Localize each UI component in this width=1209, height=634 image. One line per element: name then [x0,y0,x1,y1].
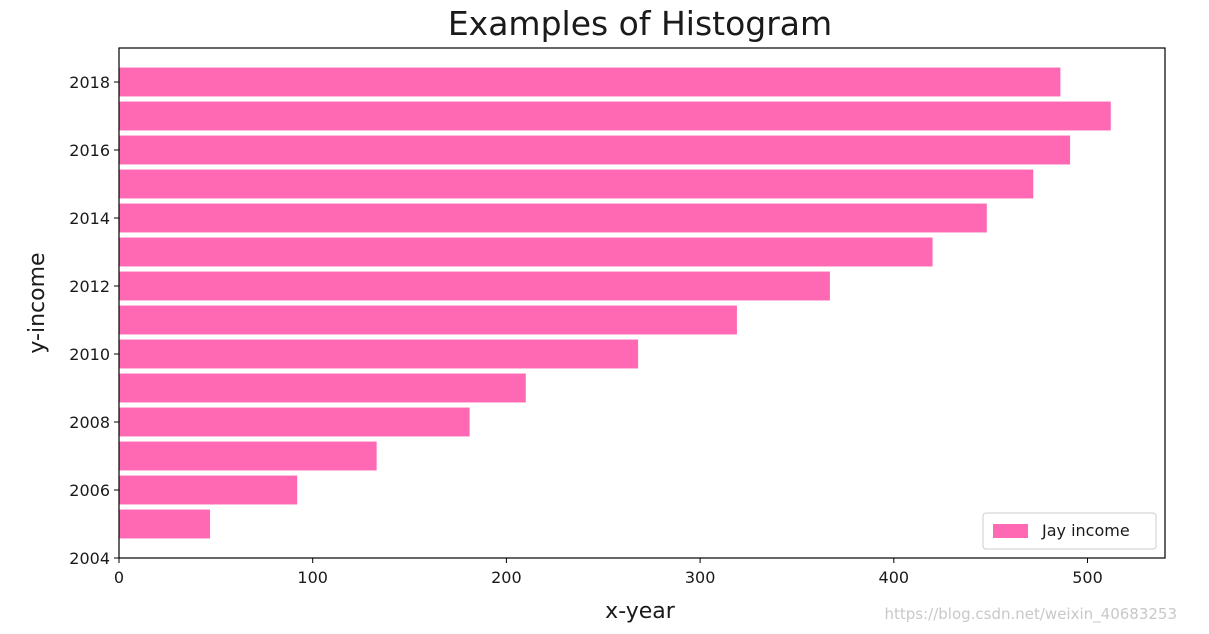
bar-2014 [119,203,987,233]
bar-2018 [119,67,1061,97]
bar-2011 [119,305,737,335]
bar-2005 [119,509,211,539]
bar-2015 [119,169,1034,199]
bar-2012 [119,271,830,301]
x-tick-label: 0 [114,568,124,587]
y-tick-label: 2010 [69,345,110,364]
y-axis-label: y-income [25,252,50,353]
x-tick-label: 300 [685,568,716,587]
y-tick-label: 2012 [69,277,110,296]
bar-2013 [119,237,933,267]
y-tick-label: 2014 [69,209,110,228]
x-tick-label: 200 [491,568,522,587]
y-tick-label: 2008 [69,413,110,432]
x-tick-label: 400 [879,568,910,587]
chart-title: Examples of Histogram [448,4,832,43]
bars-group [119,67,1111,539]
bar-2016 [119,135,1071,165]
watermark-text: https://blog.csdn.net/weixin_40683253 [884,605,1177,624]
legend-box [982,512,1157,550]
plot-frame [118,47,1166,559]
y-tick-label: 2004 [69,549,110,568]
x-axis-label: x-year [605,599,676,624]
x-ticks-group: 0 100 200 300 400 500 [114,558,1103,587]
bar-2006 [119,475,298,505]
legend: Jay income [982,512,1157,550]
bar-2010 [119,339,639,369]
legend-label: Jay income [1041,521,1130,540]
bar-2017 [119,101,1111,131]
bar-2007 [119,441,377,471]
y-tick-label: 2018 [69,73,110,92]
bar-2008 [119,407,470,437]
y-tick-label: 2016 [69,141,110,160]
y-tick-label: 2006 [69,481,110,500]
bar-2009 [119,373,526,403]
y-ticks-group: 2004 2006 2008 2010 2012 2014 2016 2018 [69,73,119,568]
x-tick-label: 500 [1072,568,1103,587]
x-tick-label: 100 [297,568,328,587]
legend-swatch [993,524,1028,538]
